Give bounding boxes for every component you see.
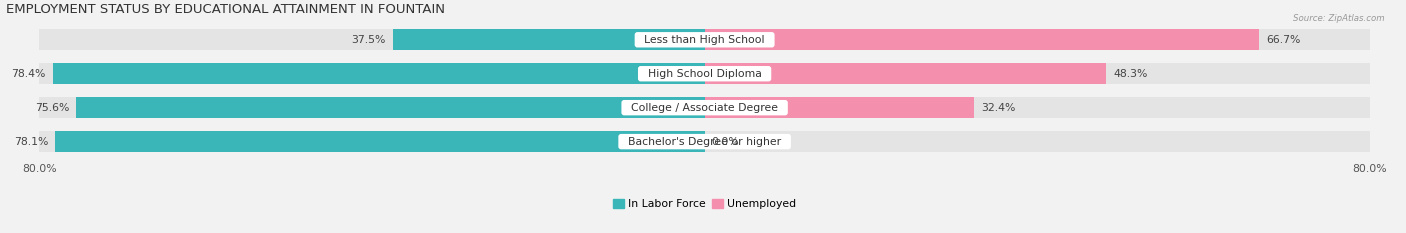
Bar — [704, 29, 1260, 50]
Bar — [52, 63, 704, 84]
Text: 32.4%: 32.4% — [981, 103, 1015, 113]
Bar — [76, 97, 704, 118]
Bar — [392, 29, 704, 50]
Bar — [55, 131, 704, 152]
Bar — [704, 29, 1369, 50]
Bar — [39, 97, 704, 118]
Text: EMPLOYMENT STATUS BY EDUCATIONAL ATTAINMENT IN FOUNTAIN: EMPLOYMENT STATUS BY EDUCATIONAL ATTAINM… — [6, 3, 446, 16]
Text: 0.0%: 0.0% — [711, 137, 740, 147]
Text: 78.4%: 78.4% — [11, 69, 46, 79]
Bar — [704, 97, 1369, 118]
Legend: In Labor Force, Unemployed: In Labor Force, Unemployed — [609, 194, 801, 213]
Text: 37.5%: 37.5% — [352, 35, 387, 45]
Text: Bachelor's Degree or higher: Bachelor's Degree or higher — [621, 137, 789, 147]
Bar — [39, 131, 704, 152]
Bar — [704, 97, 974, 118]
Bar — [704, 131, 1369, 152]
Text: College / Associate Degree: College / Associate Degree — [624, 103, 785, 113]
Text: Source: ZipAtlas.com: Source: ZipAtlas.com — [1294, 14, 1385, 23]
Bar — [39, 63, 704, 84]
Bar — [39, 29, 704, 50]
Text: 66.7%: 66.7% — [1265, 35, 1301, 45]
Text: 75.6%: 75.6% — [35, 103, 69, 113]
Text: 48.3%: 48.3% — [1114, 69, 1147, 79]
Text: 78.1%: 78.1% — [14, 137, 48, 147]
Text: Less than High School: Less than High School — [637, 35, 772, 45]
Bar — [704, 63, 1369, 84]
Text: High School Diploma: High School Diploma — [641, 69, 769, 79]
Bar — [704, 63, 1107, 84]
